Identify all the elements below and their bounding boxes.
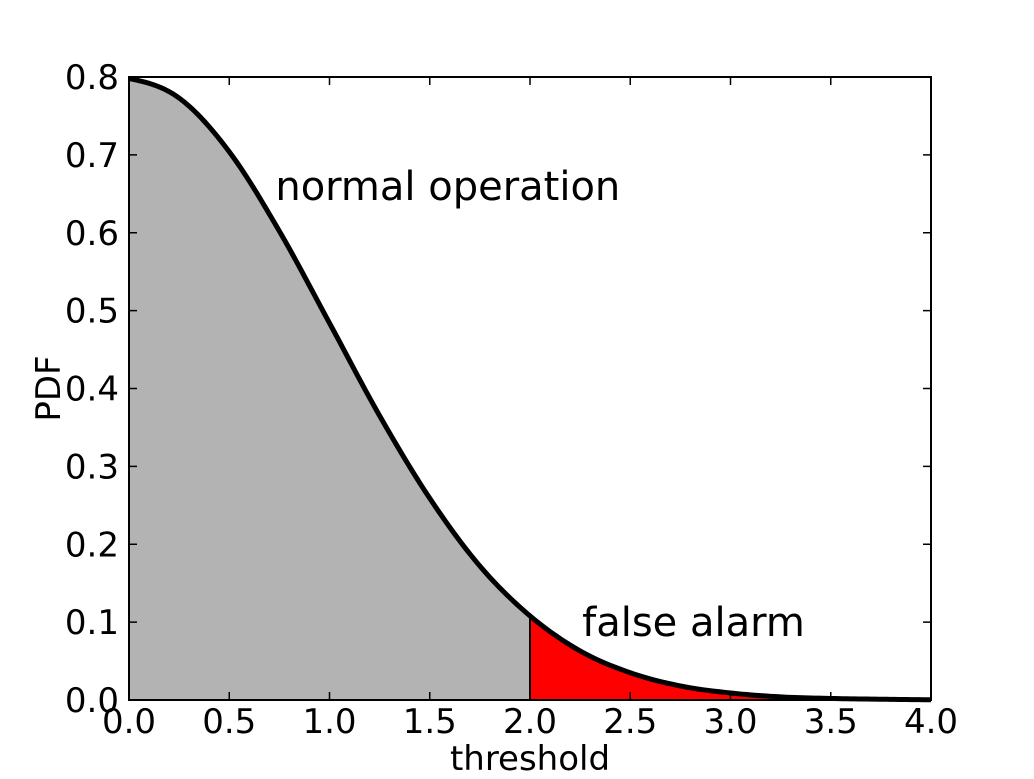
region-fill-0 — [129, 78, 530, 700]
x-axis-label: threshold — [450, 739, 610, 779]
y-tick-label: 0.7 — [65, 136, 119, 176]
y-tick-label: 0.1 — [65, 603, 119, 643]
y-tick-label: 0.0 — [65, 681, 119, 721]
region-fill-1 — [530, 615, 931, 700]
x-tick-label: 3.5 — [804, 702, 858, 742]
area-fills — [129, 78, 931, 700]
x-tick-label: 4.0 — [904, 702, 958, 742]
x-tick-label: 1.0 — [302, 702, 356, 742]
annotations: normal operation false alarm — [275, 164, 804, 646]
y-axis-label: PDF — [29, 355, 69, 421]
y-tick-label: 0.6 — [65, 214, 119, 254]
x-tick-label: 1.5 — [403, 702, 457, 742]
x-tick-label: 2.5 — [603, 702, 657, 742]
y-tick-label: 0.3 — [65, 447, 119, 487]
x-tick-label: 3.0 — [703, 702, 757, 742]
y-tick-label: 0.4 — [65, 370, 119, 410]
x-tick-label: 0.5 — [202, 702, 256, 742]
region-label-1: false alarm — [582, 600, 805, 646]
x-tick-label: 0.0 — [102, 702, 156, 742]
y-tick-label: 0.8 — [65, 58, 119, 98]
y-tick-label: 0.5 — [65, 292, 119, 332]
axis-ticks: 0.0 0.5 1.0 1.5 2.0 2.5 3.0 3.5 4.0 0.0 0.1 0.2 0.3 0… — [65, 58, 958, 742]
y-tick-label: 0.2 — [65, 525, 119, 565]
region-label-0: normal operation — [275, 164, 620, 210]
pdf-curve-line — [128, 76, 932, 703]
x-tick-label: 2.0 — [503, 702, 557, 742]
